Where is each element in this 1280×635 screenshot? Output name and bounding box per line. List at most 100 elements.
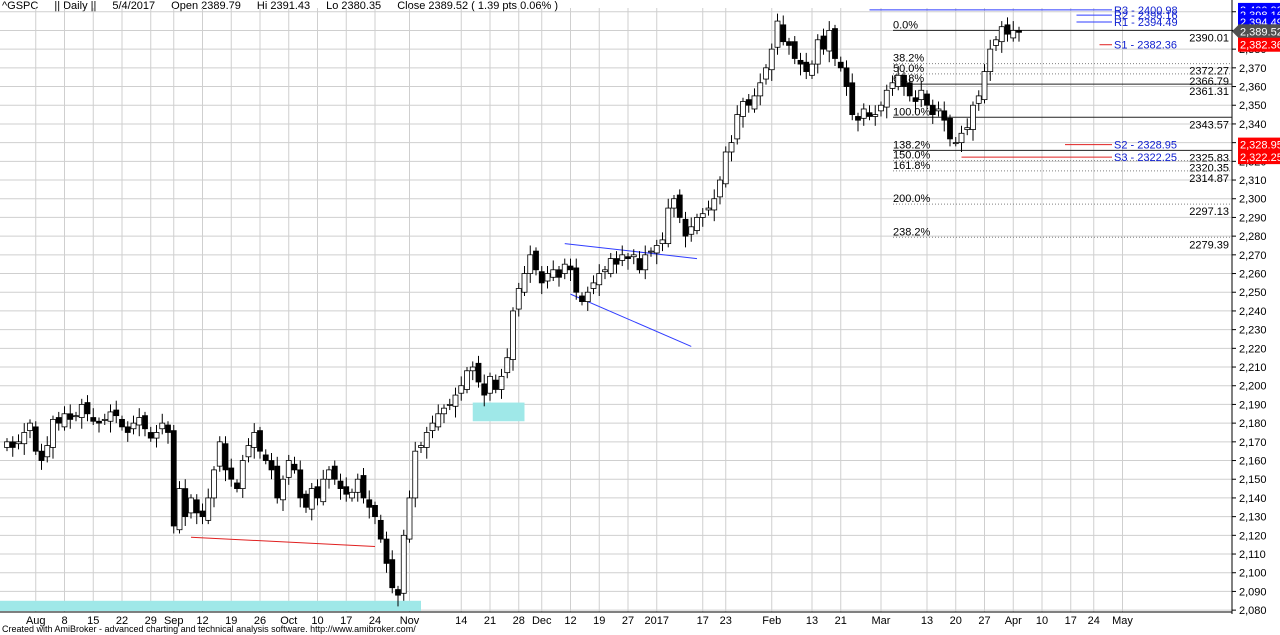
trend-line	[564, 243, 698, 260]
candle-body	[987, 48, 994, 72]
candle-body	[314, 486, 321, 499]
y-tick-label: 2,200	[1239, 381, 1267, 393]
y-tick-label: 2,230	[1239, 325, 1267, 337]
candle-body	[113, 409, 120, 417]
candle-body	[688, 226, 695, 235]
candle-body	[9, 441, 16, 448]
x-tick-label: 24	[1088, 615, 1100, 627]
candle-body	[165, 424, 171, 433]
candle-body	[832, 28, 838, 59]
candle-body	[61, 413, 68, 428]
candle-body	[901, 74, 907, 87]
x-tick-label: Oct	[280, 615, 297, 627]
candle-body	[429, 422, 436, 432]
x-tick-label: 20	[950, 615, 962, 627]
candle-body	[199, 510, 206, 518]
candle-body	[935, 108, 942, 112]
candle-body	[694, 217, 700, 231]
y-tick-label: 2,360	[1239, 82, 1267, 94]
y-tick-label: 2,140	[1239, 493, 1267, 505]
date-label: 5/4/2017	[112, 0, 156, 12]
x-tick-label: Aug	[26, 615, 46, 627]
candle-body	[216, 441, 223, 467]
candle-body	[538, 271, 545, 284]
candle-body	[383, 538, 390, 564]
candle-body	[469, 366, 476, 372]
x-tick-label: 17	[697, 615, 709, 627]
y-tick-label: 2,170	[1239, 437, 1267, 449]
pivot-label: S1 - 2382.36	[1114, 40, 1177, 52]
candle-body	[659, 239, 666, 245]
candle-body	[119, 418, 125, 428]
fib-value-label: 2372.27	[1189, 66, 1229, 78]
candle-body	[78, 404, 85, 418]
candle-body	[734, 114, 741, 140]
fib-value-label: 2314.87	[1189, 173, 1229, 185]
trend-line	[190, 536, 376, 548]
fib-value-label: 2366.79	[1189, 76, 1229, 88]
candle-body	[96, 420, 102, 424]
price-badge	[1238, 37, 1280, 52]
candle-body	[50, 418, 56, 448]
candle-body	[389, 559, 396, 589]
candle-body	[826, 30, 833, 52]
candle-body	[573, 267, 580, 293]
candle-body	[481, 383, 488, 396]
candle-body	[55, 417, 62, 424]
candle-body	[843, 67, 850, 87]
candle-body	[590, 282, 597, 289]
price-badge-label: 2,382.36	[1240, 40, 1280, 52]
x-tick-label: Apr	[1005, 615, 1022, 627]
candle-body	[958, 132, 965, 144]
candle-body	[561, 263, 568, 274]
candle-body	[705, 207, 712, 211]
candle-body	[774, 20, 781, 48]
candle-body	[262, 454, 269, 461]
candle-body	[297, 469, 304, 499]
candle-body	[343, 486, 350, 495]
candle-body	[619, 254, 626, 261]
x-tick-label: 21	[484, 615, 496, 627]
candle-body	[889, 82, 896, 89]
candle-body	[423, 432, 430, 448]
fib-value-label: 2325.83	[1189, 152, 1229, 164]
candle-body	[73, 415, 79, 418]
candle-body	[521, 273, 528, 293]
candle-body	[418, 445, 424, 448]
fib-percent-label: 200.0%	[893, 193, 931, 205]
candle-body	[613, 258, 620, 265]
price-badge	[1238, 24, 1280, 39]
interval-label: || Daily ||	[54, 0, 97, 12]
candle-body	[38, 450, 45, 461]
candle-body	[285, 460, 292, 478]
x-tick-label: 10	[1036, 615, 1048, 627]
candle-body	[441, 407, 447, 415]
x-tick-label: 2017	[645, 615, 669, 627]
candle-body	[130, 422, 137, 430]
candle-body	[998, 26, 1005, 43]
x-tick-label: 23	[720, 615, 732, 627]
y-tick-label: 2,210	[1239, 362, 1267, 374]
footer-credit: Created with AmiBroker - advanced charti…	[2, 624, 416, 634]
y-tick-label: 2,280	[1239, 231, 1267, 243]
candle-body	[176, 488, 183, 531]
candle-body	[498, 375, 505, 390]
candle-body	[354, 478, 361, 493]
candle-body	[682, 218, 689, 237]
y-tick-label: 2,100	[1239, 568, 1267, 580]
candle-body	[964, 127, 971, 130]
low-label: Lo 2380.35	[326, 0, 382, 12]
candle-body	[372, 505, 378, 518]
candle-body	[159, 422, 166, 430]
candle-body	[21, 432, 28, 445]
candle-body	[625, 256, 631, 259]
x-tick-label: 14	[455, 615, 467, 627]
fib-percent-label: 0.0%	[893, 19, 918, 31]
x-tick-label: Dec	[532, 615, 552, 627]
candle-body	[757, 82, 764, 97]
candle-body	[751, 95, 758, 110]
candle-body	[268, 460, 275, 471]
candle-body	[458, 385, 465, 394]
